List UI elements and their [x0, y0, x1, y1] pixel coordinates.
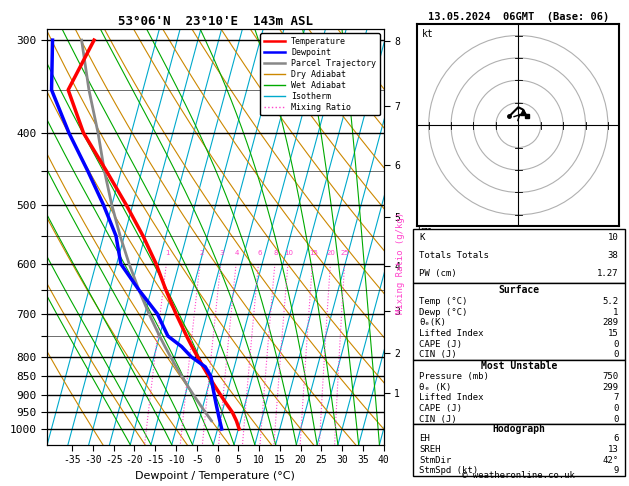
Text: 0: 0: [613, 340, 618, 348]
Text: 20: 20: [326, 250, 335, 256]
Text: Pressure (mb): Pressure (mb): [420, 372, 489, 382]
Text: θₑ(K): θₑ(K): [420, 318, 446, 328]
Text: 0: 0: [613, 415, 618, 423]
Text: Lifted Index: Lifted Index: [420, 329, 484, 338]
Text: θₑ (K): θₑ (K): [420, 383, 452, 392]
Text: CIN (J): CIN (J): [420, 415, 457, 423]
Text: Lifted Index: Lifted Index: [420, 394, 484, 402]
Text: 1: 1: [165, 250, 170, 256]
Text: 750: 750: [603, 372, 618, 382]
Text: 3: 3: [220, 250, 224, 256]
Title: 53°06'N  23°10'E  143m ASL: 53°06'N 23°10'E 143m ASL: [118, 15, 313, 28]
Text: Dewp (°C): Dewp (°C): [420, 308, 468, 317]
Text: StmDir: StmDir: [420, 455, 452, 465]
Text: Most Unstable: Most Unstable: [481, 361, 557, 371]
Text: 42°: 42°: [603, 455, 618, 465]
Text: 6: 6: [257, 250, 262, 256]
Text: 299: 299: [603, 383, 618, 392]
Text: kt: kt: [422, 29, 433, 39]
Text: 8: 8: [274, 250, 278, 256]
Text: 13.05.2024  06GMT  (Base: 06): 13.05.2024 06GMT (Base: 06): [428, 12, 610, 22]
Text: Temp (°C): Temp (°C): [420, 297, 468, 306]
Text: Hodograph: Hodograph: [493, 424, 545, 434]
Bar: [413, 283, 625, 360]
Text: 38: 38: [608, 251, 618, 260]
X-axis label: Dewpoint / Temperature (°C): Dewpoint / Temperature (°C): [135, 470, 296, 481]
Text: 10: 10: [608, 233, 618, 242]
Legend: Temperature, Dewpoint, Parcel Trajectory, Dry Adiabat, Wet Adiabat, Isotherm, Mi: Temperature, Dewpoint, Parcel Trajectory…: [260, 34, 379, 116]
Text: 0: 0: [613, 350, 618, 359]
Text: 5.2: 5.2: [603, 297, 618, 306]
Text: StmSpd (kt): StmSpd (kt): [420, 466, 479, 475]
Text: CIN (J): CIN (J): [420, 350, 457, 359]
Bar: [413, 228, 625, 283]
Text: 2: 2: [199, 250, 203, 256]
Text: EH: EH: [420, 434, 430, 443]
Text: 289: 289: [603, 318, 618, 328]
Bar: [413, 360, 625, 424]
Text: Surface: Surface: [498, 285, 540, 295]
Text: 9: 9: [613, 466, 618, 475]
Text: LCL: LCL: [458, 412, 473, 421]
Text: 15: 15: [309, 250, 318, 256]
Text: PW (cm): PW (cm): [420, 269, 457, 278]
Text: 15: 15: [608, 329, 618, 338]
Y-axis label: km
ASL: km ASL: [416, 226, 434, 248]
Text: 1.27: 1.27: [597, 269, 618, 278]
Bar: [413, 424, 625, 476]
Text: Mixing Ratio (g/kg): Mixing Ratio (g/kg): [396, 211, 405, 313]
Text: 1: 1: [613, 308, 618, 317]
Text: 7: 7: [613, 394, 618, 402]
Text: K: K: [420, 233, 425, 242]
Text: © weatheronline.co.uk: © weatheronline.co.uk: [462, 471, 576, 481]
Text: SREH: SREH: [420, 445, 441, 454]
Text: Totals Totals: Totals Totals: [420, 251, 489, 260]
Text: 25: 25: [341, 250, 350, 256]
Text: CAPE (J): CAPE (J): [420, 404, 462, 413]
Text: 10: 10: [284, 250, 293, 256]
Text: 4: 4: [235, 250, 240, 256]
Text: 13: 13: [608, 445, 618, 454]
Text: 0: 0: [613, 404, 618, 413]
Text: 6: 6: [613, 434, 618, 443]
Text: CAPE (J): CAPE (J): [420, 340, 462, 348]
